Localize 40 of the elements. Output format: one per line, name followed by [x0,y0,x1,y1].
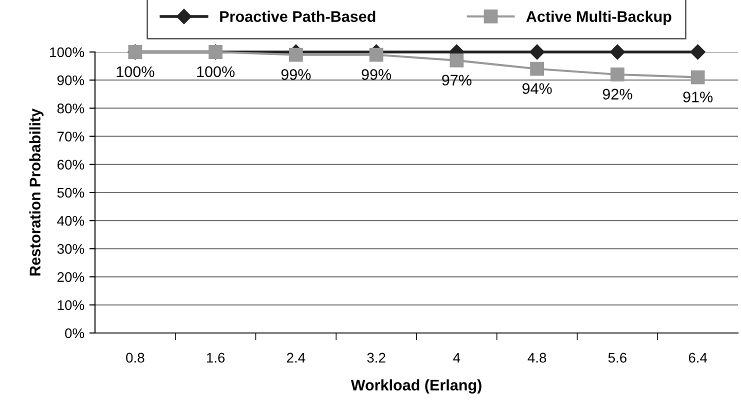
x-tick-label: 6.4 [688,352,708,363]
point [288,48,303,62]
y-axis-title: Restoration Probability [29,108,44,276]
x-tick-label: 3.2 [367,352,386,363]
y-tick-label: 60% [57,160,84,170]
x-tick-label: 4 [453,352,460,363]
x-axis-title: Workload (Erlang) [350,379,482,394]
x-tick-label: 1.6 [206,352,225,363]
y-tick-label: 10% [58,300,84,310]
y-tick-label: 90% [57,75,84,86]
y-tick-label: 30% [57,244,84,254]
y-tick-label: 40% [57,216,84,226]
point [529,44,545,60]
point [369,48,384,62]
y-tick-label: 20% [57,272,84,282]
x-tick-label: 0.8 [126,352,144,363]
point [610,68,624,82]
data-label: 99% [281,69,311,80]
point [690,70,705,84]
data-label: 99% [362,69,392,80]
x-tick-label: 4.8 [528,352,546,363]
data-label: 100% [197,66,235,78]
y-tick-label: 50% [57,188,84,198]
point [690,44,706,60]
y-tick-label: 100% [50,47,84,58]
point [530,62,544,76]
data-label: 92% [602,88,632,100]
y-tick-label: 0% [65,328,84,338]
data-label: 91% [683,92,713,102]
x-tick-label: 2.4 [286,352,306,363]
data-label: 100% [116,66,154,78]
point [450,53,464,68]
point [610,44,626,60]
x-tick-label: 5.6 [608,352,626,363]
legend-label: Proactive Path-Based [220,10,376,22]
legend-label: Active Multi-Backup [526,10,672,25]
y-tick-label: 70% [58,132,84,142]
data-label: 97% [442,74,472,86]
y-tick-label: 80% [57,104,84,114]
data-label: 94% [522,83,552,94]
